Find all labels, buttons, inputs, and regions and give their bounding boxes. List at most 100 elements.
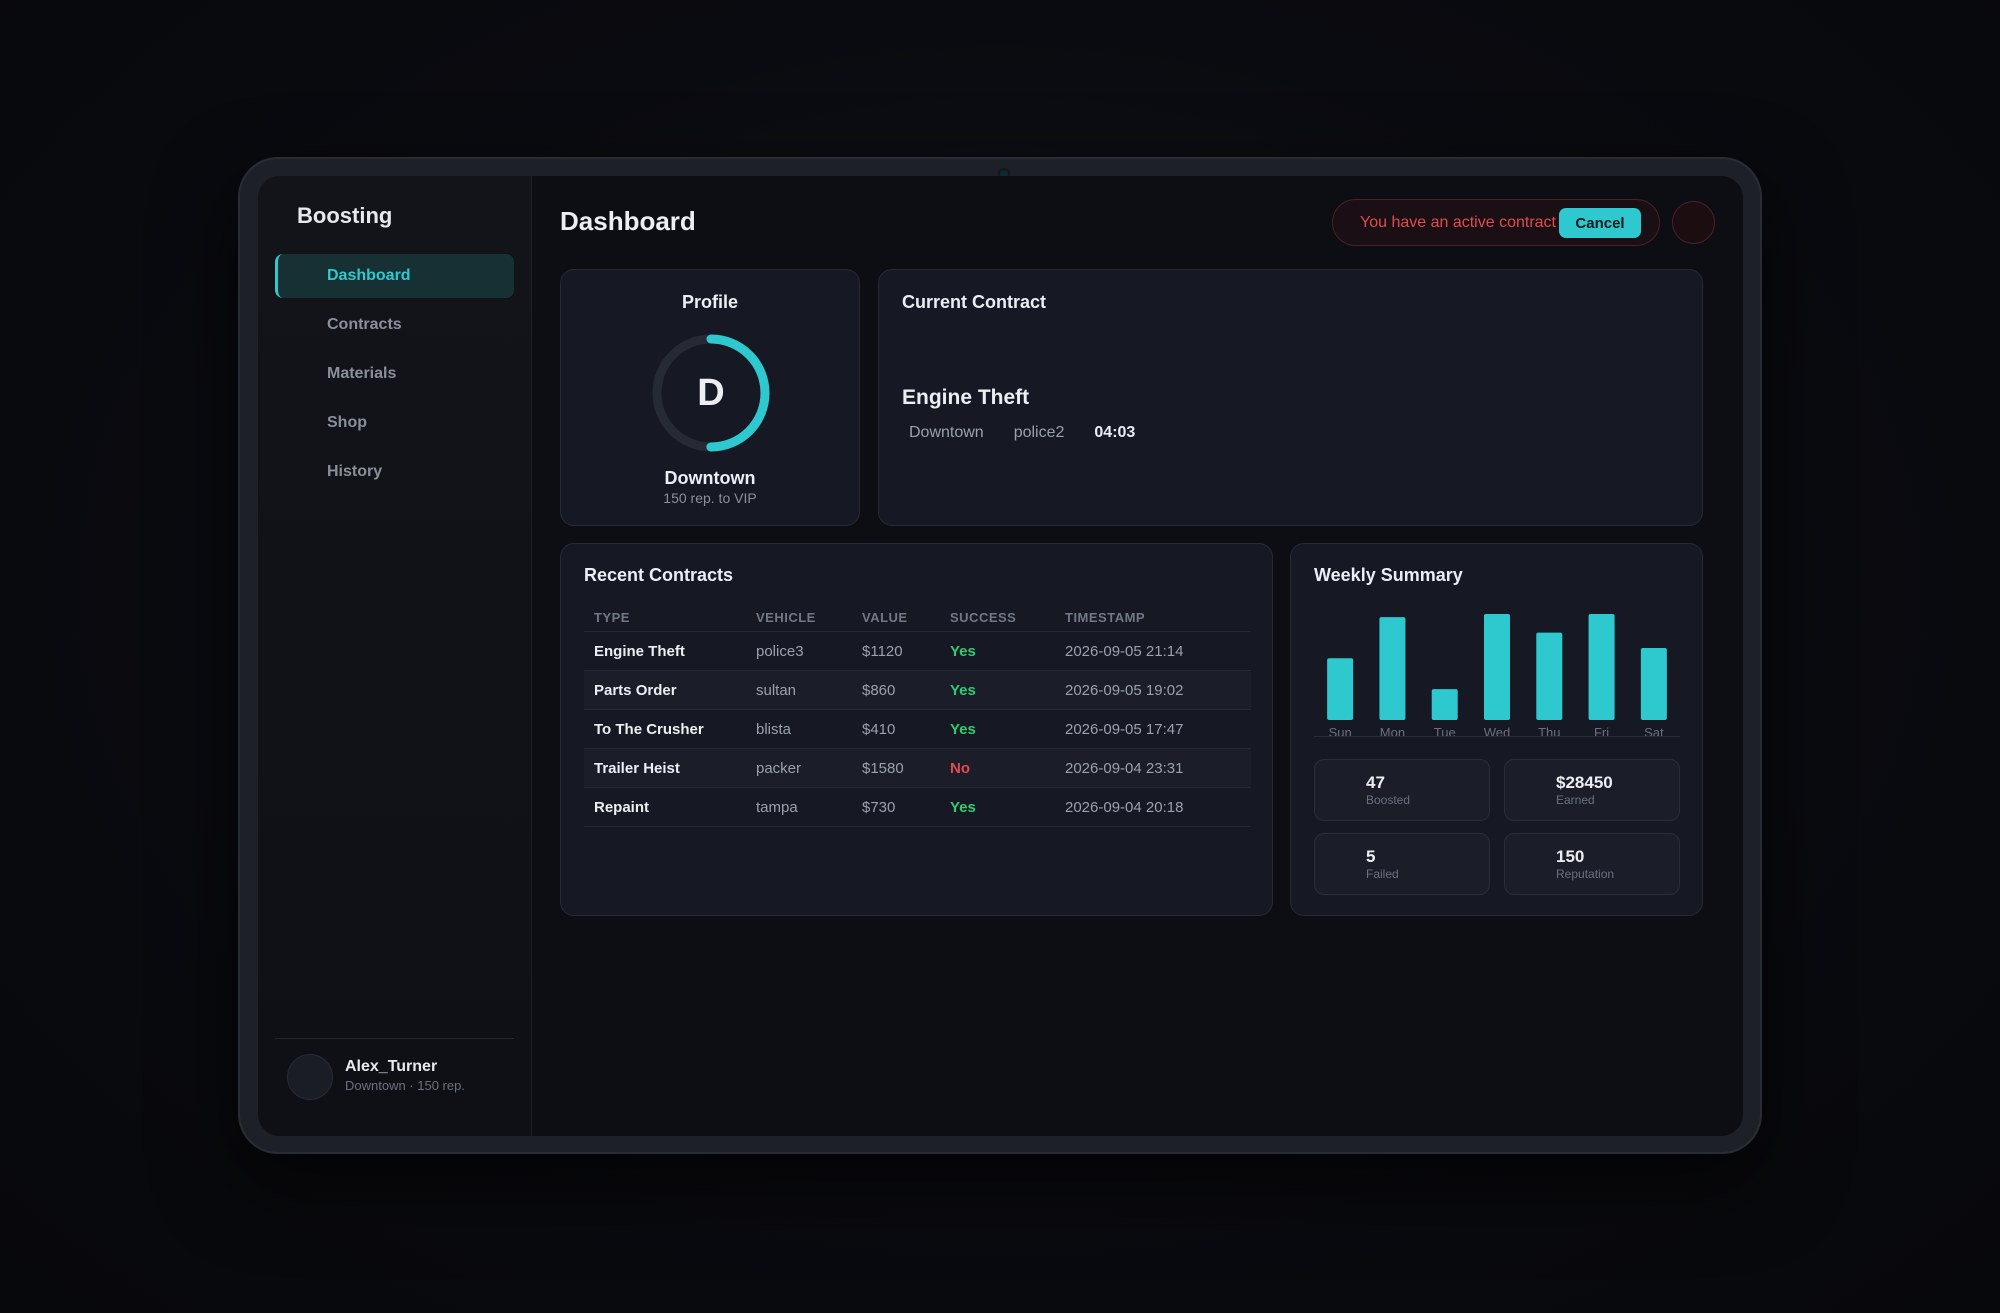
sidebar-nav: Dashboard Contracts Materials Shop Histo… [275, 254, 514, 499]
cell-value: $1580 [862, 759, 904, 777]
cell-value: $860 [862, 681, 896, 699]
weekly-summary-card: Weekly Summary Sun Mon Tue Wed Thu Fri Sat 47 … [1290, 543, 1703, 916]
stat-reputation-label: Reputation [1556, 867, 1615, 881]
stat-earned: $28450 Earned [1504, 759, 1680, 821]
active-contract-alert: You have an active contract Cancel [1332, 199, 1660, 246]
current-contract-title: Current Contract [902, 292, 1047, 312]
weekly-bar-chart: Sun Mon Tue Wed Thu Fri Sat [1327, 614, 1667, 740]
cell-value: $730 [862, 798, 896, 816]
stat-failed-value: 5 [1366, 847, 1376, 866]
stat-boosted: 47 Boosted [1314, 759, 1490, 821]
column-header-timestamp[interactable]: TIMESTAMP [1065, 610, 1146, 625]
table-row[interactable]: Engine Theft police3 $1120 Yes 2026-09-0… [584, 632, 1251, 671]
chart-divider [1314, 736, 1680, 737]
camera-dot [1000, 170, 1008, 178]
weekly-summary-title: Weekly Summary [1314, 565, 1463, 585]
sidebar-item-dashboard[interactable]: Dashboard [275, 254, 514, 298]
contract-location: Downtown [909, 424, 984, 441]
contract-vehicle: police2 [1013, 424, 1065, 441]
stat-failed-label: Failed [1366, 867, 1399, 881]
cell-success: Yes [950, 681, 976, 699]
user-subtitle: Downtown · 150 rep. [345, 1078, 465, 1093]
cell-vehicle: sultan [756, 681, 797, 699]
bar-label-tue: Tue [1434, 725, 1456, 740]
profile-title: Profile [681, 292, 738, 312]
cell-timestamp: 2026-09-05 19:02 [1065, 681, 1184, 699]
column-header-value[interactable]: VALUE [862, 610, 908, 625]
bar-tue [1431, 689, 1458, 720]
tier-name: Downtown [664, 468, 756, 488]
stat-reputation: 150 Reputation [1504, 833, 1680, 895]
cell-type: Parts Order [594, 681, 677, 699]
cell-success: Yes [950, 720, 976, 738]
column-header-type[interactable]: TYPE [594, 610, 630, 625]
alert-indicator[interactable] [1672, 201, 1715, 244]
bar-label-wed: Wed [1484, 725, 1511, 740]
contract-timer: 04:03 [1094, 424, 1136, 441]
bar-label-mon: Mon [1380, 725, 1405, 740]
cell-value: $1120 [862, 642, 903, 660]
sidebar: Boosting Dashboard Contracts Materials S… [258, 176, 532, 1136]
bar-thu [1536, 632, 1563, 720]
cell-timestamp: 2026-09-05 17:47 [1065, 720, 1184, 738]
app-screen: Boosting Dashboard Contracts Materials S… [258, 176, 1743, 1136]
cancel-button[interactable]: Cancel [1559, 208, 1641, 238]
column-header-success[interactable]: SUCCESS [950, 610, 1017, 625]
table-row[interactable]: Repaint tampa $730 Yes 2026-09-04 20:18 [584, 788, 1251, 827]
stat-earned-label: Earned [1556, 793, 1595, 807]
cell-vehicle: blista [756, 720, 792, 738]
bar-label-sat: Sat [1644, 725, 1664, 740]
bar-sat [1640, 648, 1667, 720]
page-title: Dashboard [560, 206, 696, 236]
table-header: TYPE VEHICLE VALUE SUCCESS TIMESTAMP [584, 604, 1251, 632]
cell-timestamp: 2026-09-04 20:18 [1065, 798, 1184, 816]
recent-contracts-title: Recent Contracts [584, 565, 734, 585]
profile-card: Profile D Downtown 150 rep. to VIP [560, 269, 860, 526]
cell-timestamp: 2026-09-05 21:14 [1065, 642, 1184, 660]
column-header-vehicle[interactable]: VEHICLE [756, 610, 816, 625]
table-row[interactable]: To The Crusher blista $410 Yes 2026-09-0… [584, 710, 1251, 749]
current-contract-card: Current Contract Engine Theft Downtown p… [878, 269, 1703, 526]
cell-success: Yes [950, 642, 976, 660]
table-row[interactable]: Parts Order sultan $860 Yes 2026-09-05 1… [584, 671, 1251, 710]
bar-label-thu: Thu [1538, 725, 1560, 740]
stat-failed: 5 Failed [1314, 833, 1490, 895]
cell-type: Repaint [594, 798, 650, 816]
stat-reputation-value: 150 [1556, 847, 1585, 866]
cell-vehicle: tampa [756, 798, 798, 816]
bar-sun [1327, 658, 1354, 720]
sidebar-item-materials[interactable]: Materials [327, 365, 397, 382]
cell-type: Trailer Heist [594, 759, 680, 777]
recent-contracts-card: Recent Contracts TYPE VEHICLE VALUE SUCC… [560, 543, 1273, 916]
cell-type: To The Crusher [594, 720, 704, 738]
brand-title: Boosting [297, 203, 393, 228]
cell-success: No [950, 759, 970, 777]
cell-vehicle: packer [756, 759, 802, 777]
cell-timestamp: 2026-09-04 23:31 [1065, 759, 1184, 777]
cell-success: Yes [950, 798, 976, 816]
bar-wed [1484, 614, 1510, 720]
tier-letter: D [697, 371, 725, 414]
contract-meta: Downtown police2 04:03 [909, 424, 1135, 442]
user-name: Alex_Turner [345, 1058, 438, 1075]
stat-boosted-label: Boosted [1366, 793, 1411, 807]
recent-contracts-table: TYPE VEHICLE VALUE SUCCESS TIMESTAMP Eng… [584, 604, 1251, 827]
sidebar-item-history[interactable]: History [327, 463, 383, 480]
cell-type: Engine Theft [594, 642, 685, 660]
contract-name: Engine Theft [902, 386, 1030, 409]
stat-boosted-value: 47 [1366, 773, 1385, 792]
sidebar-item-contracts[interactable]: Contracts [327, 316, 402, 333]
bar-label-sun: Sun [1329, 725, 1352, 740]
alert-text: You have an active contract [1360, 213, 1556, 231]
cell-vehicle: police3 [756, 642, 804, 660]
table-row[interactable]: Trailer Heist packer $1580 No 2026-09-04… [584, 749, 1251, 788]
bar-label-fri: Fri [1594, 725, 1609, 740]
cell-value: $410 [862, 720, 896, 738]
sidebar-item-shop[interactable]: Shop [327, 414, 367, 431]
rep-progress-ring [652, 334, 770, 452]
avatar[interactable] [287, 1054, 333, 1100]
bar-fri [1588, 614, 1615, 720]
bar-mon [1379, 617, 1406, 720]
stat-earned-value: $28450 [1556, 773, 1613, 792]
rep-progress-text: 150 rep. to VIP [663, 490, 757, 506]
